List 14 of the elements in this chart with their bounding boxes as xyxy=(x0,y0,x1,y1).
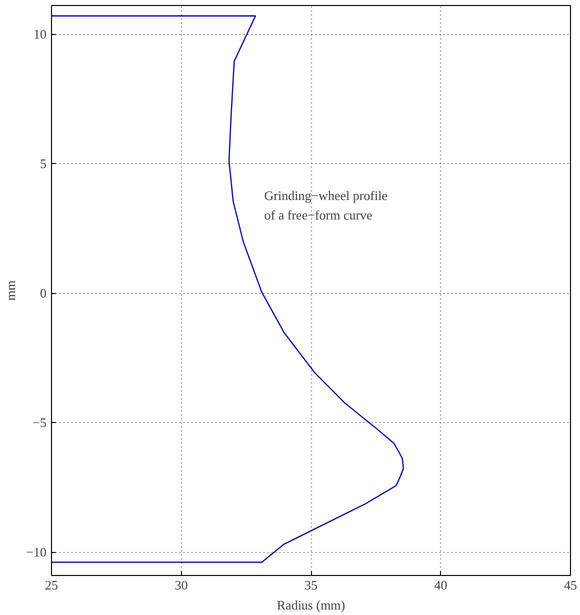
y-tick-label: 0 xyxy=(40,286,46,301)
y-tick-label: 5 xyxy=(40,156,46,172)
x-tick-label: 35 xyxy=(304,578,318,592)
y-tick-label: −5 xyxy=(32,415,47,430)
y-axis-title: mm xyxy=(3,280,18,301)
x-axis-title: Radius (mm) xyxy=(276,598,346,612)
y-tick-label: −10 xyxy=(26,544,47,560)
x-tick-label: 45 xyxy=(564,578,577,592)
x-tick-label: 25 xyxy=(45,578,58,592)
x-tick-label: 30 xyxy=(174,578,188,592)
line-series xyxy=(52,15,404,563)
annotation: Grinding−wheel profile of a free−form curve xyxy=(264,188,388,222)
x-tick-label: 40 xyxy=(434,578,448,592)
y-tick-label: 10 xyxy=(34,26,46,42)
